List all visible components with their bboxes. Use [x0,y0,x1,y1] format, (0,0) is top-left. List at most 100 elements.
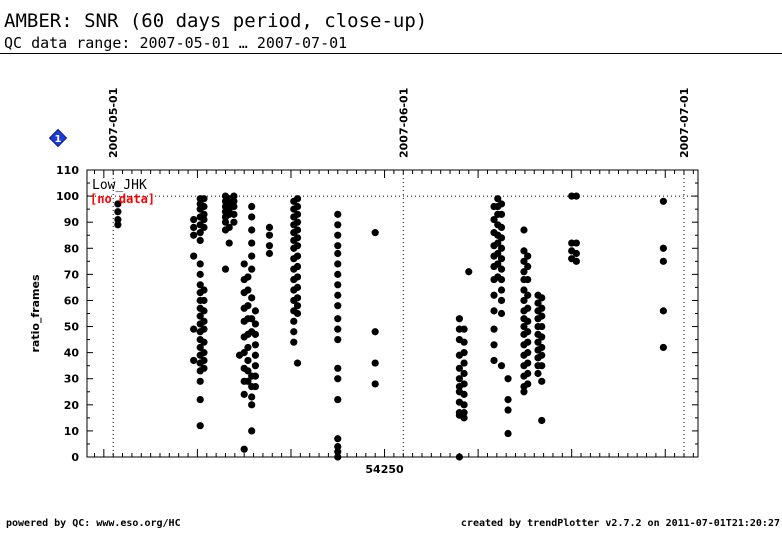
data-point [455,364,464,372]
data-point [293,294,302,302]
data-point [334,260,342,268]
data-point [490,341,498,349]
data-point [248,315,256,323]
data-point [293,195,302,203]
data-point [248,226,256,234]
data-point [248,265,256,273]
data-point [460,390,468,398]
data-point [334,281,342,289]
data-point [230,218,238,226]
y-tick-label: 50 [64,321,80,334]
data-point [497,362,506,370]
data-point [293,234,302,242]
data-point [520,388,528,396]
data-point [334,231,342,239]
data-point [196,312,204,320]
data-point [497,296,506,305]
data-point [497,275,506,284]
data-point [293,359,302,367]
data-point [190,231,198,239]
plot-frame [86,169,699,458]
data-point [248,294,256,302]
data-point [114,221,122,229]
data-point [240,260,248,268]
data-point [524,304,532,312]
data-point [248,393,256,401]
data-point [290,338,298,346]
data-point [572,239,580,247]
data-point [200,364,208,372]
data-point [659,257,667,265]
data-point [497,223,506,231]
y-tick-label: 110 [56,164,79,177]
data-point [524,380,532,388]
data-point [334,448,342,456]
data-point [497,255,506,263]
data-point [248,401,256,409]
data-point [524,275,532,284]
data-point [200,215,208,224]
data-point [334,435,342,443]
data-point [371,359,379,367]
data-point [293,262,302,271]
y-tick-label: 100 [56,190,79,203]
data-point [248,239,256,247]
data-point [460,325,468,333]
data-point [248,213,256,221]
data-point [524,369,532,378]
data-point [293,273,302,281]
data-point [520,226,528,234]
data-point [490,325,498,333]
series-label: Low_JHK [92,178,147,193]
data-point [244,356,252,365]
data-point [538,377,546,385]
data-point [200,210,208,218]
data-point [497,309,506,318]
data-point [524,317,532,325]
y-tick-label: 10 [64,425,80,438]
data-point [293,210,302,218]
data-point [244,286,252,294]
data-point [524,349,532,357]
data-point [290,317,298,325]
data-point [538,343,546,352]
y-tick-label: 90 [64,216,80,229]
data-point [251,330,260,338]
data-point [240,390,248,398]
data-point [196,260,204,268]
data-point [504,396,512,404]
data-point [334,291,342,299]
data-point [494,195,502,203]
data-point [460,414,468,422]
y-axis-label: ratio_frames [29,274,42,352]
data-point [334,325,342,333]
footer-powered-by: powered by QC: www.eso.org/HC [6,518,181,529]
data-point [520,286,528,294]
axes: 0 10 20 30 40 50 60 70 80 90 100 110 54250 ratio_fram… [29,164,699,476]
data-point [460,380,468,388]
data-point [334,302,342,310]
data-point [520,296,528,305]
data-point [244,302,252,310]
data-point [534,299,542,307]
data-point [460,409,468,417]
data-point [538,333,546,341]
data-point [538,322,546,331]
data-point [293,302,302,310]
info-badge-icon[interactable]: 1 [48,128,68,148]
data-point [248,252,256,260]
data-point [494,249,502,258]
data-point [114,208,122,216]
data-point [497,200,506,208]
date-markers: 2007-05-01 2007-06-01 2007-07-01 [107,88,691,457]
data-point [520,268,528,276]
data-point [251,320,260,328]
title-divider [0,53,782,54]
data-point [538,351,546,359]
y-tick-label: 80 [64,242,80,255]
data-point [524,338,532,346]
data-point [251,382,260,391]
data-point [265,242,274,250]
data-point [114,215,122,224]
